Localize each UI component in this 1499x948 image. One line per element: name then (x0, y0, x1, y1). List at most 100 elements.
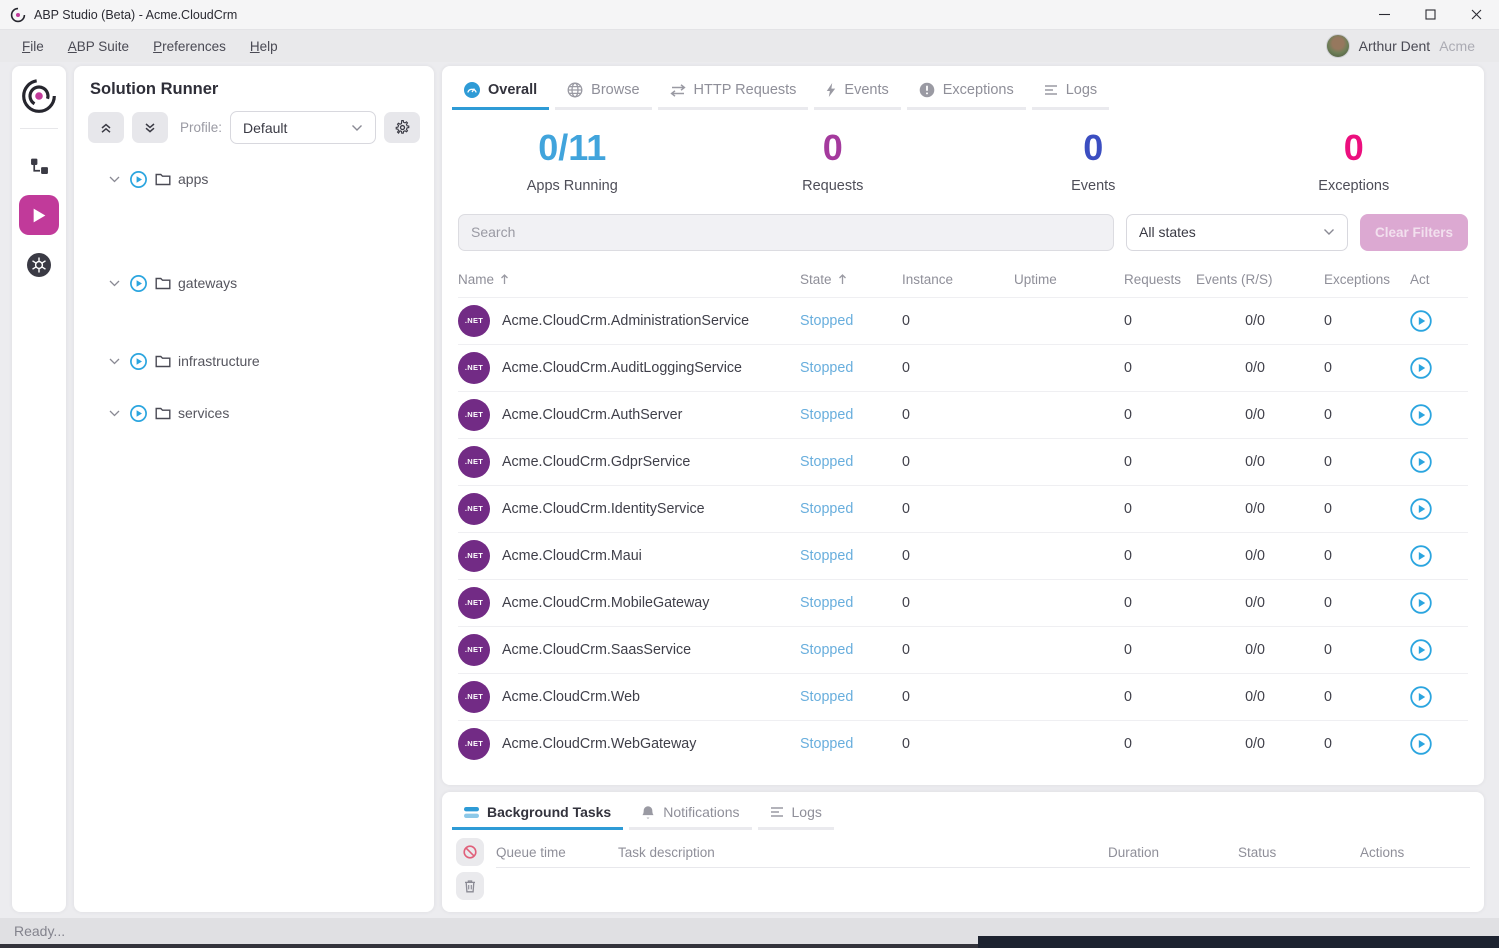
start-app-button[interactable] (1410, 544, 1432, 567)
play-circle-icon (1410, 403, 1432, 426)
solution-runner-button[interactable] (19, 195, 59, 235)
tree-item[interactable]: .NET apps (88, 166, 428, 192)
play-circle-icon (1410, 685, 1432, 708)
table-row[interactable]: .NET Acme.CloudCrm.GdprService Stopped 0… (458, 437, 1468, 485)
cancel-all-tasks-button[interactable] (456, 838, 484, 866)
start-app-button[interactable] (1410, 309, 1432, 332)
tab-logs[interactable]: Logs (1031, 72, 1110, 110)
expand-all-button[interactable] (132, 112, 168, 143)
instance-cell: 0 (902, 312, 910, 329)
events-cell: 0/0 (1245, 453, 1265, 470)
tab-browse[interactable]: Browse (555, 72, 652, 110)
table-row[interactable]: .NET Acme.CloudCrm.Maui Stopped 0 0 0/0 … (458, 531, 1468, 579)
chevron-down-icon[interactable] (106, 280, 123, 287)
events-cell: 0/0 (1245, 547, 1265, 564)
events-cell: 0/0 (1245, 500, 1265, 517)
menu-file[interactable]: File (22, 38, 44, 54)
play-circle-icon[interactable] (130, 404, 147, 422)
tree-item[interactable]: .NET services (88, 400, 428, 426)
column-name[interactable]: Name (458, 272, 790, 287)
start-app-button[interactable] (1410, 403, 1432, 426)
table-row[interactable]: .NET Acme.CloudCrm.AdministrationService… (458, 296, 1468, 344)
column-instance[interactable]: Instance (902, 272, 954, 288)
state-cell: Stopped (800, 735, 854, 752)
start-app-button[interactable] (1410, 732, 1432, 755)
column-act[interactable]: Act (1410, 272, 1430, 288)
table-row[interactable]: .NET Acme.CloudCrm.Web Stopped 0 0 0/0 0 (458, 672, 1468, 720)
tree-item[interactable]: .NET infrastructure (88, 348, 428, 374)
trash-icon (465, 880, 475, 893)
tab-bottom-logs[interactable]: Logs (757, 796, 834, 830)
profile-select[interactable]: Default (230, 111, 376, 144)
requests-cell: 0 (1124, 406, 1132, 423)
table-row[interactable]: .NET Acme.CloudCrm.WebGateway Stopped 0 … (458, 719, 1468, 767)
start-app-button[interactable] (1410, 450, 1432, 473)
column-uptime[interactable]: Uptime (1014, 272, 1057, 288)
stat-label: Requests (802, 177, 864, 194)
maximize-button[interactable] (1407, 0, 1453, 29)
collapse-all-button[interactable] (88, 112, 124, 143)
user-area[interactable]: Arthur Dent Acme (1325, 34, 1489, 58)
search-input[interactable] (458, 213, 1114, 251)
play-circle-icon[interactable] (130, 352, 147, 370)
tree-item-label: gateways (178, 275, 238, 291)
actions-cell (1410, 591, 1468, 614)
solution-tree: .NET Acme.CloudCrm (Default) (74, 154, 434, 562)
dotnet-icon: .NET (458, 680, 490, 713)
tasks-icon (464, 806, 479, 819)
runner-settings-button[interactable] (384, 112, 420, 143)
lightning-icon (826, 83, 836, 97)
sort-asc-icon (501, 274, 508, 285)
column-requests[interactable]: Requests (1124, 272, 1182, 288)
column-events[interactable]: Events (R/S) (1196, 272, 1273, 288)
table-row[interactable]: .NET Acme.CloudCrm.MobileGateway Stopped… (458, 578, 1468, 626)
chevron-down-icon[interactable] (106, 176, 123, 183)
column-status: Status (1238, 845, 1277, 860)
gear-icon (395, 120, 409, 135)
tab-http-requests[interactable]: HTTP Requests (657, 72, 809, 110)
table-row[interactable]: .NET Acme.CloudCrm.SaasService Stopped 0… (458, 625, 1468, 673)
requests-cell: 0 (1124, 453, 1132, 470)
menu-preferences[interactable]: Preferences (153, 38, 226, 54)
start-app-button[interactable] (1410, 685, 1432, 708)
state-filter-select[interactable]: All states (1126, 213, 1348, 251)
tab-background-tasks[interactable]: Background Tasks (452, 796, 624, 830)
table-row[interactable]: .NET Acme.CloudCrm.AuthServer Stopped 0 … (458, 390, 1468, 438)
tree-item[interactable]: .NET gateways (88, 270, 428, 296)
tab-notifications[interactable]: Notifications (629, 796, 752, 830)
exceptions-cell: 0 (1324, 359, 1332, 376)
start-app-button[interactable] (1410, 356, 1432, 379)
dotnet-icon: .NET (458, 492, 490, 525)
menu-abp-suite[interactable]: ABP Suite (67, 38, 130, 54)
solution-explorer-button[interactable] (19, 145, 59, 185)
play-circle-icon[interactable] (130, 274, 147, 292)
dotnet-icon: .NET (458, 539, 490, 572)
clear-filters-button[interactable]: Clear Filters (1360, 213, 1468, 251)
minimize-button[interactable] (1361, 0, 1407, 29)
close-button[interactable] (1453, 0, 1499, 29)
menu-help[interactable]: Help (249, 38, 278, 54)
requests-cell: 0 (1124, 735, 1132, 752)
tab-label: Exceptions (942, 82, 1014, 98)
clear-tasks-button[interactable] (456, 872, 484, 900)
start-app-button[interactable] (1410, 591, 1432, 614)
play-circle-icon (1410, 356, 1432, 379)
chevron-down-icon[interactable] (106, 358, 123, 365)
tab-exceptions[interactable]: Exceptions (906, 72, 1026, 110)
arrows-swap-icon (669, 83, 686, 97)
exceptions-cell: 0 (1324, 453, 1332, 470)
tab-overall[interactable]: Overall (452, 72, 550, 110)
start-app-button[interactable] (1410, 497, 1432, 520)
chevron-down-icon[interactable] (106, 410, 123, 417)
table-row[interactable]: .NET Acme.CloudCrm.AuditLoggingService S… (458, 343, 1468, 391)
column-exceptions[interactable]: Exceptions (1324, 272, 1391, 288)
avatar[interactable] (1325, 34, 1350, 58)
kubernetes-button[interactable] (19, 245, 59, 285)
user-name: Arthur Dent (1358, 38, 1431, 54)
tab-events[interactable]: Events (814, 72, 901, 110)
table-row[interactable]: .NET Acme.CloudCrm.IdentityService Stopp… (458, 484, 1468, 532)
play-circle-icon[interactable] (130, 170, 147, 188)
window-edge-right (978, 936, 1499, 948)
column-state[interactable]: State (800, 272, 892, 287)
start-app-button[interactable] (1410, 638, 1432, 661)
